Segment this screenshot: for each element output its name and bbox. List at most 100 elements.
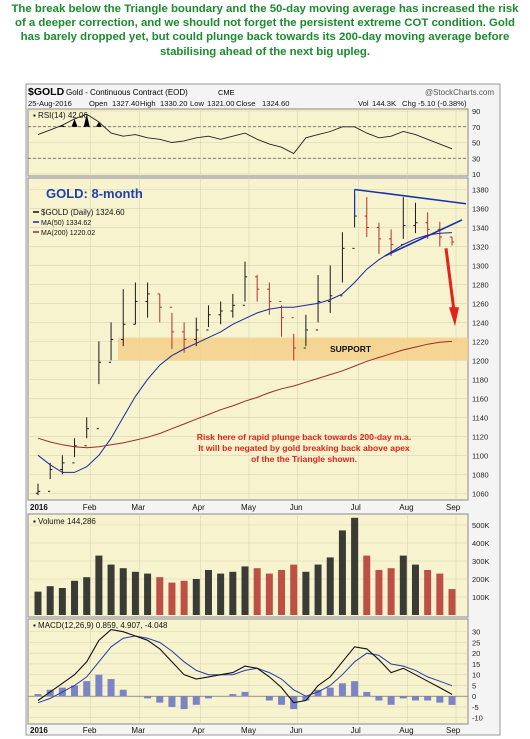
- volume-bar: [204, 570, 212, 615]
- header-open-value: 1327.40: [112, 99, 139, 108]
- ma200-line: [37, 340, 453, 449]
- volume-bar: [387, 568, 395, 615]
- price-tick-label: 1260: [472, 299, 489, 308]
- volume-bar: [314, 564, 322, 615]
- rsi-overbought-fill: [71, 118, 78, 127]
- macd-histogram-bar: [83, 681, 91, 697]
- triangle-lower-line: [384, 219, 463, 257]
- rsi-tick-label: 70: [472, 123, 480, 132]
- macd-histogram-bar: [363, 691, 371, 697]
- volume-bar: [71, 580, 79, 615]
- rsi-overbought-fill: [95, 122, 102, 127]
- bottom-month-label: 2016: [30, 726, 48, 735]
- support-layer: [118, 337, 468, 361]
- price-tick-label: 1360: [472, 204, 489, 213]
- volume-bar: [217, 573, 225, 615]
- volume-bar: [144, 573, 152, 615]
- price-tick-label: 1200: [472, 356, 489, 365]
- price-tick-label: 1340: [472, 223, 489, 232]
- header-name: Gold - Continuous Contract (EOD): [66, 88, 188, 97]
- macd-histogram-bar: [448, 696, 456, 705]
- rsi-overbought-fill: [83, 114, 90, 127]
- bottom-month-label: Jul: [351, 726, 361, 735]
- marks-layer: [34, 113, 456, 710]
- price-panel-title: GOLD: 8-month: [46, 186, 143, 201]
- macd-histogram-bar: [265, 696, 273, 701]
- volume-tick-label: 100K: [472, 593, 490, 602]
- volume-bar: [180, 580, 188, 615]
- header-ohlc-row: 25-Aug-2016 Open 1327.40 High 1330.20 Lo…: [28, 99, 467, 108]
- volume-bar: [290, 564, 298, 615]
- bottom-month-label: May: [241, 726, 256, 735]
- downside-arrow-head: [449, 307, 459, 327]
- header-open-label: Open: [89, 99, 108, 108]
- risk-note-line: Risk here of rapid plunge back towards 2…: [197, 432, 411, 442]
- volume-bar: [448, 589, 456, 615]
- header-high-value: 1330.20: [160, 99, 187, 108]
- macd-tick-label: 20: [472, 649, 480, 658]
- month-label: Mar: [131, 503, 145, 512]
- header-chg-value: -5.10 (-0.38%): [418, 99, 467, 108]
- macd-histogram-bar: [411, 696, 419, 701]
- header-vol-label: Vol: [358, 99, 369, 108]
- macd-histogram-bar: [375, 696, 383, 701]
- price-tick-label: 1280: [472, 280, 489, 289]
- price-tick-label: 1100: [472, 451, 488, 460]
- support-band: [118, 337, 468, 361]
- bottom-month-label: Jun: [290, 726, 303, 735]
- month-label: Sep: [446, 503, 461, 512]
- macd-histogram-bar: [351, 681, 359, 697]
- rsi-tick-label: 50: [472, 139, 480, 148]
- volume-bar: [192, 579, 200, 615]
- macd-label: ▪ MACD(12,26,9) 0.859, 4.907, -4.048: [33, 621, 168, 630]
- rsi-overbought-fill: [59, 125, 66, 127]
- header-vol-value: 144.3K: [372, 99, 396, 108]
- macd-histogram-bar: [156, 696, 164, 703]
- bottom-month-label: Sep: [446, 726, 461, 735]
- volume-label: ▪ Volume 144,286: [33, 517, 96, 526]
- volume-bar: [363, 555, 371, 615]
- volume-bar: [168, 582, 176, 615]
- header-symbol: $GOLD: [28, 86, 65, 98]
- volume-bar: [131, 571, 139, 615]
- macd-histogram-bar: [278, 696, 286, 705]
- price-tick-label: 1060: [472, 489, 489, 498]
- macd-histogram-bar: [338, 683, 346, 697]
- macd-panel-bg: [27, 618, 469, 725]
- risk-note-line: It will be negated by gold breaking back…: [198, 443, 410, 453]
- header-brand: @StockCharts.com: [425, 88, 494, 97]
- rsi-tick-label: 10: [472, 170, 480, 179]
- macd-histogram-bar: [424, 696, 432, 701]
- month-label: May: [241, 503, 256, 512]
- macd-histogram-bar: [326, 687, 334, 697]
- month-label: Jun: [290, 503, 303, 512]
- volume-bar: [265, 573, 273, 615]
- price-tick-label: 1120: [472, 432, 488, 441]
- volume-tick-label: 400K: [472, 539, 490, 548]
- volume-bar: [83, 577, 91, 615]
- bottom-month-label: Mar: [131, 726, 145, 735]
- macd-tick-label: 5: [472, 681, 476, 690]
- price-tick-label: 1380: [472, 185, 489, 194]
- volume-tick-label: 500K: [472, 521, 490, 530]
- price-tick-label: 1080: [472, 470, 489, 479]
- volume-bar: [399, 555, 407, 615]
- macd-histogram-bar: [314, 689, 322, 697]
- header-exchange: CME: [218, 88, 235, 97]
- volume-bar: [302, 571, 310, 615]
- macd-histogram-bar: [387, 696, 395, 705]
- volume-bar: [326, 557, 334, 615]
- bottom-month-label: Aug: [399, 726, 413, 735]
- volume-bar: [375, 570, 383, 615]
- volume-bar: [351, 517, 359, 615]
- macd-tick-label: -5: [472, 703, 479, 712]
- caption-text: The break below the Triangle boundary an…: [11, 3, 519, 58]
- volume-tick-label: 300K: [472, 557, 490, 566]
- volume-bar: [156, 577, 164, 615]
- volume-tick-label: 200K: [472, 575, 490, 584]
- volume-bar: [278, 570, 286, 615]
- rsi-tick-label: 90: [472, 107, 480, 116]
- legend-entry: $GOLD (Daily) 1324.60: [41, 208, 125, 217]
